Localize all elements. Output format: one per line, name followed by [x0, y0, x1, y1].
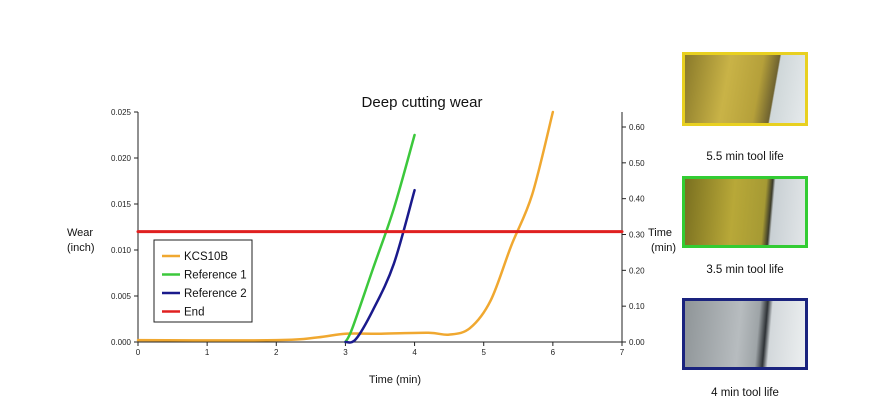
y2-tick-label: 0.10 — [629, 302, 645, 311]
x-tick-label: 6 — [551, 348, 556, 357]
y2-axis-label-line1: Time — [648, 227, 672, 239]
y2-ticks: 0.00 0.10 0.20 0.30 0.40 0.50 0.60 — [622, 123, 645, 347]
tool-caption-5-5-min: 5.5 min tool life — [706, 151, 784, 163]
y-tick-label: 0.015 — [111, 200, 132, 209]
y-tick-label: 0.000 — [111, 338, 132, 347]
y-tick-label: 0.005 — [111, 292, 132, 301]
legend: KCS10B Reference 1 Reference 2 End — [153, 239, 253, 323]
legend-box — [153, 239, 253, 323]
x-tick-label: 3 — [343, 348, 348, 357]
series-line-reference-1 — [344, 133, 416, 344]
x-tick-label: 0 — [136, 348, 141, 357]
tool-caption-4-min: 4 min tool life — [711, 387, 779, 399]
y2-tick-label: 0.50 — [629, 159, 645, 168]
y2-tick-label: 0.60 — [629, 123, 645, 132]
tool-image-4-min — [682, 298, 808, 370]
legend-label: Reference 2 — [184, 288, 247, 300]
y2-tick-label: 0.20 — [629, 266, 645, 275]
legend-label: End — [184, 307, 204, 319]
y-tick-label: 0.020 — [111, 154, 132, 163]
y-ticks: 0.000 0.005 0.010 0.015 0.020 0.025 — [111, 108, 138, 347]
x-axis-label: Time (min) — [369, 374, 421, 386]
x-tick-label: 4 — [412, 348, 417, 357]
x-ticks: 0 1 2 3 4 5 6 7 — [136, 342, 625, 357]
series-lines — [136, 110, 624, 344]
y-tick-label: 0.025 — [111, 108, 132, 117]
y-tick-label: 0.010 — [111, 246, 132, 255]
x-tick-label: 1 — [205, 348, 210, 357]
y-axis-label-line2: (inch) — [67, 242, 95, 254]
tool-caption-3-5-min: 3.5 min tool life — [706, 264, 784, 276]
x-tick-label: 2 — [274, 348, 279, 357]
y2-tick-label: 0.40 — [629, 195, 645, 204]
tool-image-5-5-min — [682, 52, 808, 126]
tool-image-3-5-min — [682, 176, 808, 248]
x-tick-label: 7 — [620, 348, 625, 357]
y2-axis-label-line2: (min) — [651, 242, 676, 254]
series-line-reference-2 — [344, 188, 416, 344]
y-axis-label-line1: Wear — [67, 227, 93, 239]
legend-label: Reference 1 — [184, 270, 247, 282]
chart-title: Deep cutting wear — [362, 94, 483, 111]
y2-tick-label: 0.00 — [629, 338, 645, 347]
x-tick-label: 5 — [481, 348, 486, 357]
y2-tick-label: 0.30 — [629, 231, 645, 240]
series-line-kcs10b — [136, 110, 555, 342]
legend-label: KCS10B — [184, 251, 228, 263]
